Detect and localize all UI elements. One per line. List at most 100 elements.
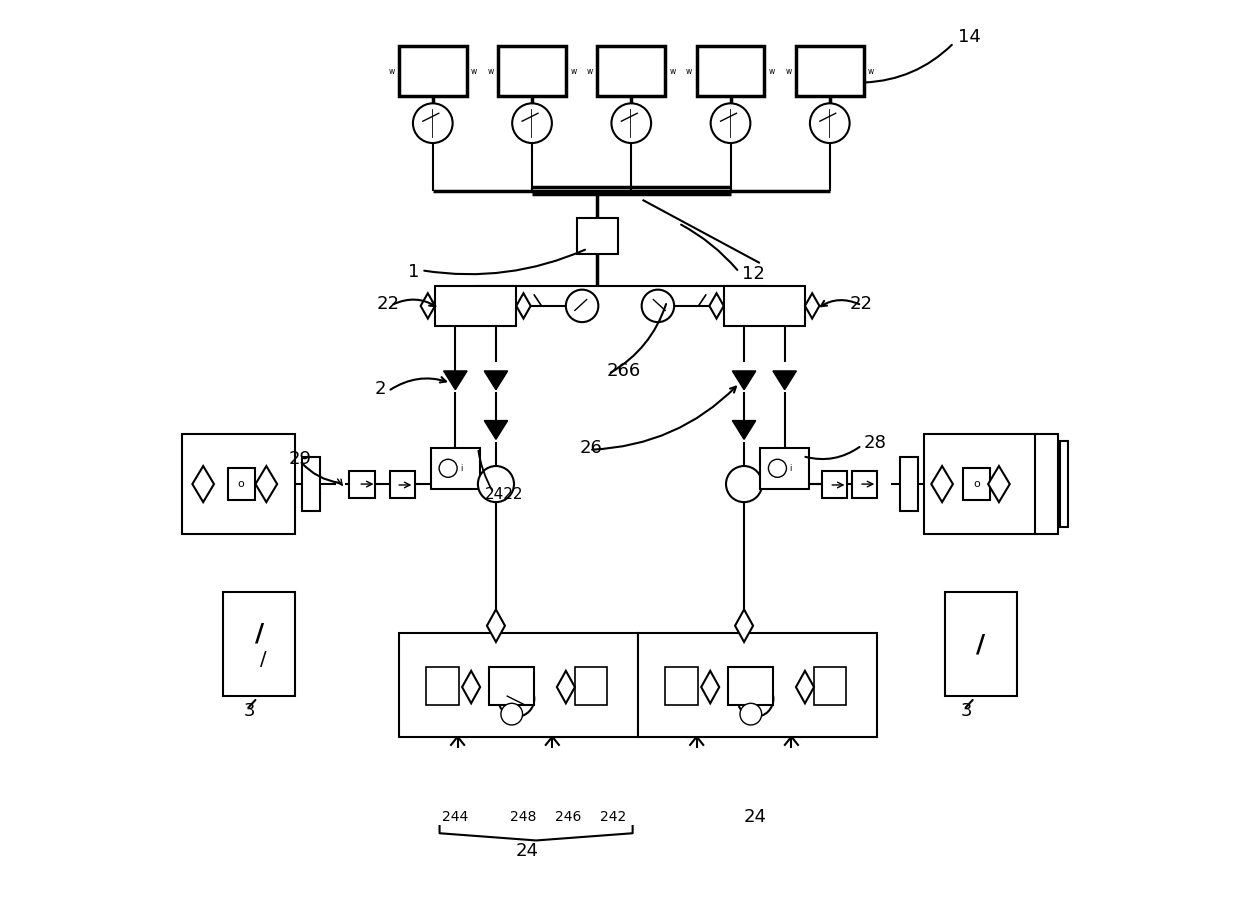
Circle shape <box>740 703 761 725</box>
Bar <box>822 471 847 498</box>
Bar <box>350 471 374 498</box>
Text: 26: 26 <box>579 439 603 457</box>
Bar <box>182 434 295 534</box>
Bar <box>697 46 764 96</box>
Polygon shape <box>733 421 756 439</box>
Bar <box>665 667 698 705</box>
Text: 3: 3 <box>244 701 255 719</box>
Polygon shape <box>255 466 278 502</box>
Bar <box>760 448 810 489</box>
Polygon shape <box>487 609 505 642</box>
Text: 22: 22 <box>851 295 873 312</box>
Text: /: / <box>976 633 986 656</box>
Text: 24: 24 <box>744 808 766 826</box>
Text: /: / <box>254 622 264 646</box>
Text: 1: 1 <box>408 263 419 281</box>
Text: w: w <box>471 67 477 76</box>
Bar <box>724 286 805 326</box>
Circle shape <box>641 290 675 322</box>
Circle shape <box>711 103 750 143</box>
Text: o: o <box>973 479 980 489</box>
Circle shape <box>477 466 515 502</box>
Bar <box>852 471 877 498</box>
Bar <box>399 46 466 96</box>
Text: w: w <box>587 67 593 76</box>
Bar <box>900 457 918 511</box>
Bar <box>598 46 665 96</box>
Text: 12: 12 <box>742 265 765 283</box>
Circle shape <box>810 103 849 143</box>
Bar <box>435 286 516 326</box>
Polygon shape <box>796 671 813 703</box>
Bar <box>813 667 847 705</box>
Circle shape <box>439 459 458 477</box>
Text: 14: 14 <box>959 28 981 46</box>
Polygon shape <box>709 293 724 319</box>
Circle shape <box>725 466 763 502</box>
Circle shape <box>769 459 786 477</box>
Bar <box>945 593 1017 696</box>
Circle shape <box>565 290 599 322</box>
Text: 29: 29 <box>289 450 312 468</box>
Circle shape <box>498 681 534 717</box>
Bar <box>575 667 608 705</box>
Bar <box>489 667 534 705</box>
Polygon shape <box>420 293 435 319</box>
Polygon shape <box>192 466 215 502</box>
Bar <box>227 468 254 500</box>
Text: 248: 248 <box>510 810 537 824</box>
Text: 2422: 2422 <box>485 488 523 502</box>
Text: /: / <box>260 651 267 670</box>
Bar <box>399 633 639 737</box>
Bar <box>303 457 320 511</box>
Bar <box>924 434 1037 534</box>
Text: w: w <box>570 67 577 76</box>
Text: w: w <box>388 67 394 76</box>
Polygon shape <box>484 421 507 439</box>
Polygon shape <box>805 293 820 319</box>
Text: 266: 266 <box>606 362 641 380</box>
Circle shape <box>501 703 522 725</box>
Bar <box>223 593 295 696</box>
Text: 244: 244 <box>443 810 469 824</box>
Text: 3: 3 <box>961 701 972 719</box>
Text: i: i <box>789 463 791 472</box>
Polygon shape <box>735 609 753 642</box>
Bar <box>639 633 877 737</box>
Polygon shape <box>988 466 1009 502</box>
Circle shape <box>512 103 552 143</box>
Polygon shape <box>931 466 952 502</box>
Text: w: w <box>487 67 494 76</box>
Polygon shape <box>733 371 756 390</box>
Polygon shape <box>463 671 480 703</box>
Circle shape <box>611 103 651 143</box>
Text: i: i <box>460 463 463 472</box>
Bar <box>728 667 774 705</box>
Text: 22: 22 <box>377 295 399 312</box>
Polygon shape <box>444 371 467 390</box>
Text: 2: 2 <box>374 380 386 398</box>
Bar <box>1035 434 1058 534</box>
Text: 246: 246 <box>556 810 582 824</box>
Circle shape <box>413 103 453 143</box>
Bar <box>430 448 480 489</box>
Bar <box>1060 441 1068 528</box>
Text: w: w <box>868 67 874 76</box>
Bar <box>577 218 618 254</box>
Bar <box>796 46 863 96</box>
Polygon shape <box>701 671 719 703</box>
Bar <box>389 471 415 498</box>
Bar <box>427 667 459 705</box>
Polygon shape <box>557 671 575 703</box>
Text: w: w <box>785 67 791 76</box>
Polygon shape <box>484 371 507 390</box>
Bar <box>498 46 565 96</box>
Text: w: w <box>769 67 775 76</box>
Text: 28: 28 <box>863 434 887 452</box>
Text: w: w <box>686 67 692 76</box>
Text: 242: 242 <box>600 810 626 824</box>
Polygon shape <box>773 371 796 390</box>
Circle shape <box>738 681 774 717</box>
Polygon shape <box>516 293 531 319</box>
Text: 24: 24 <box>516 843 538 861</box>
